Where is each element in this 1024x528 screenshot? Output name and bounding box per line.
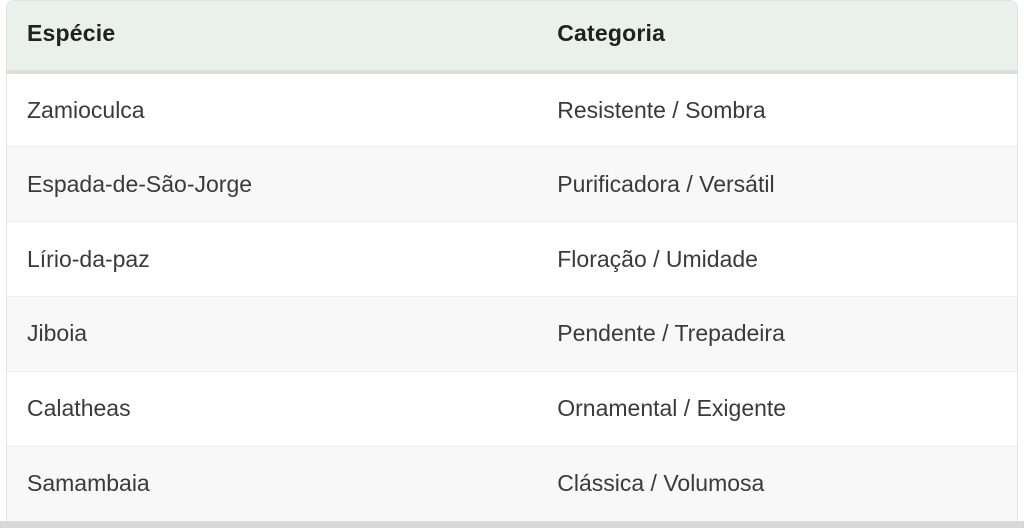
table-row: Calatheas Ornamental / Exigente <box>7 370 1017 447</box>
table-row: Jiboia Pendente / Trepadeira <box>7 295 1017 372</box>
especie-cell: Calatheas <box>7 370 538 447</box>
categoria-cell: Resistente / Sombra <box>557 96 766 123</box>
especie-cell: Espada-de-São-Jorge <box>7 146 538 222</box>
categoria-cell: Clássica / Volumosa <box>537 445 1017 521</box>
categoria-cell: Pendente / Trepadeira <box>537 295 1017 372</box>
categoria-cell: Purificadora / Versátil <box>537 146 1017 222</box>
table-row: Espada-de-São-Jorge Purificadora / Versá… <box>7 146 1017 222</box>
species-table-card: Espécie Categoria Zamioculca Resistente … <box>6 0 1018 521</box>
especie-cell: Jiboia <box>7 295 538 372</box>
column-header-especie: Espécie <box>7 1 538 74</box>
page-bottom-divider <box>0 521 1024 528</box>
especie-cell: Zamioculca <box>27 96 145 123</box>
categoria-cell: Ornamental / Exigente <box>537 370 1017 447</box>
especie-cell: Lírio-da-paz <box>7 221 538 297</box>
table-row: Zamioculca Resistente / Sombra <box>7 72 1017 147</box>
header-row: Espécie Categoria <box>7 1 1017 74</box>
table-row: Samambaia Clássica / Volumosa <box>7 445 1017 521</box>
especie-cell: Samambaia <box>7 445 538 521</box>
column-header-categoria: Categoria <box>537 1 1017 74</box>
species-category-table: Espécie Categoria Zamioculca Resistente … <box>7 1 1017 521</box>
categoria-cell: Floração / Umidade <box>537 221 1017 297</box>
table-row: Lírio-da-paz Floração / Umidade <box>7 221 1017 297</box>
